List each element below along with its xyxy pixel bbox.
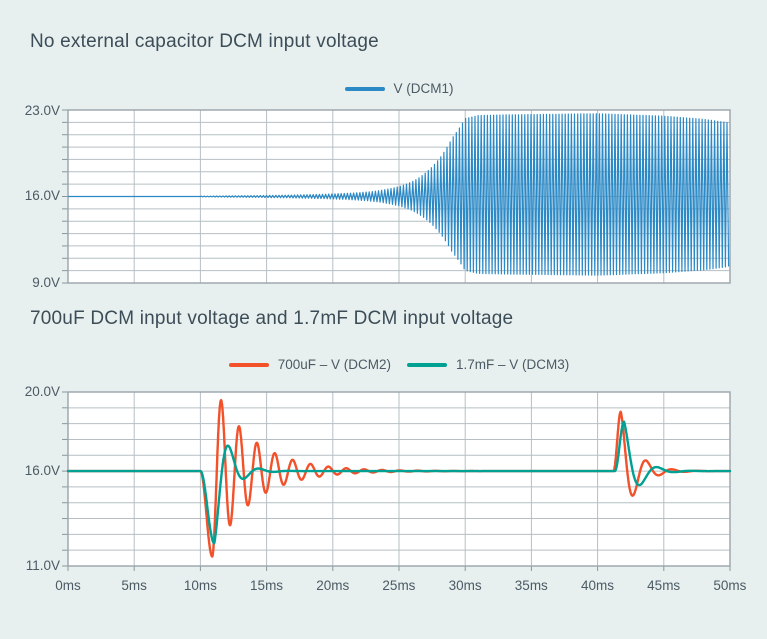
dcm2-legend-label: 700uF – V (DCM2)	[277, 357, 391, 372]
dcm1-legend-swatch	[344, 86, 385, 91]
x-tick-50ms: 50ms	[713, 578, 747, 593]
chart2-canvas	[62, 391, 732, 571]
chart2-legend: 700uF – V (DCM2) 1.7mF – V (DCM3)	[68, 357, 730, 372]
chart2-y-tick-16v: 16.0V	[24, 463, 60, 478]
chart2-title: 700uF DCM input voltage and 1.7mF DCM in…	[30, 308, 514, 329]
chart2-legend-item-dcm3: 1.7mF – V (DCM3)	[407, 357, 569, 372]
chart1-y-tick-16v: 16.0V	[24, 188, 60, 203]
x-tick-40ms: 40ms	[580, 578, 614, 593]
chart2-y-tick-11v: 11.0V	[25, 558, 60, 573]
chart1-legend: V (DCM1)	[68, 81, 730, 96]
chart1-legend-item-dcm1: V (DCM1)	[344, 81, 454, 96]
x-tick-30ms: 30ms	[448, 578, 482, 593]
chart1-y-tick-9v: 9.0V	[32, 275, 60, 290]
chart2-x-axis-labels: 0ms 5ms 10ms 15ms 20ms 25ms 30ms 35ms 40…	[38, 578, 760, 593]
chart1-title: No external capacitor DCM input voltage	[30, 31, 379, 52]
x-tick-35ms: 35ms	[514, 578, 548, 593]
dcm2-legend-swatch	[228, 362, 269, 367]
dcm1-legend-label: V (DCM1)	[393, 81, 454, 96]
dcm3-legend-label: 1.7mF – V (DCM3)	[456, 357, 570, 372]
x-tick-0ms: 0ms	[55, 578, 81, 593]
x-tick-25ms: 25ms	[382, 578, 416, 593]
x-tick-5ms: 5ms	[121, 578, 147, 593]
chart1-y-tick-23v: 23.0V	[24, 103, 60, 118]
x-tick-45ms: 45ms	[647, 578, 681, 593]
chart1-plot-area	[62, 109, 731, 284]
chart2-plot-area	[62, 391, 732, 571]
chart2-legend-item-dcm2: 700uF – V (DCM2)	[228, 357, 391, 372]
x-tick-20ms: 20ms	[316, 578, 350, 593]
chart1-canvas	[62, 109, 731, 284]
chart2-y-tick-20v: 20.0V	[24, 384, 60, 399]
dcm3-legend-swatch	[407, 362, 447, 367]
x-tick-15ms: 15ms	[250, 578, 284, 593]
x-tick-10ms: 10ms	[183, 578, 217, 593]
